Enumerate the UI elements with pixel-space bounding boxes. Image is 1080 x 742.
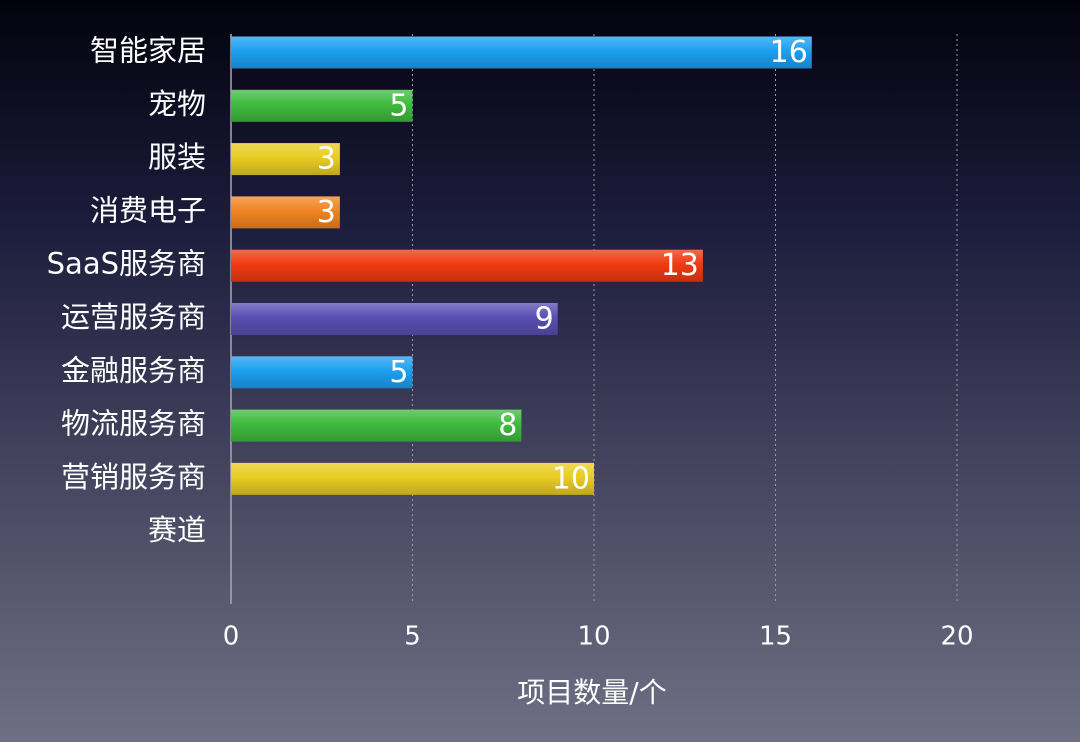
bar-value-label: 3 [317, 142, 336, 177]
bar [231, 196, 340, 229]
bar [231, 409, 522, 442]
bar [231, 356, 413, 389]
bar-value-label: 9 [535, 302, 554, 337]
category-label: SaaS服务商 [47, 247, 206, 281]
bar [231, 36, 812, 69]
bar-value-label: 3 [317, 195, 336, 230]
bar-value-label: 10 [552, 461, 590, 496]
bar [231, 303, 558, 335]
x-tick-label: 10 [577, 622, 610, 652]
bar [231, 249, 703, 282]
bar [231, 143, 340, 176]
bars: 16 5 3 3 13 9 5 8 10 [231, 35, 812, 496]
category-label: 金融服务商 [61, 353, 206, 387]
category-label: 服装 [148, 140, 206, 174]
bar [231, 89, 413, 122]
bar-value-label: 8 [498, 408, 517, 443]
x-tick-label: 20 [940, 622, 973, 652]
bar-value-label: 16 [770, 35, 808, 70]
bar [231, 462, 594, 495]
y-axis-title: 赛道 [148, 513, 206, 547]
category-label: 宠物 [148, 87, 206, 121]
x-tick-labels: 0 5 10 15 20 [223, 622, 974, 652]
x-tick-label: 15 [759, 622, 792, 652]
category-label: 物流服务商 [61, 407, 206, 441]
x-axis-title: 项目数量/个 [517, 676, 666, 709]
bar-value-label: 13 [661, 248, 699, 283]
category-label: 营销服务商 [61, 460, 206, 494]
category-label: 智能家居 [90, 34, 206, 68]
category-label: 运营服务商 [61, 300, 206, 334]
bar-value-label: 5 [389, 355, 408, 390]
bar-value-label: 5 [389, 88, 408, 123]
x-tick-label: 5 [404, 622, 421, 652]
x-tick-label: 0 [223, 622, 240, 652]
category-label: 消费电子 [90, 193, 206, 227]
